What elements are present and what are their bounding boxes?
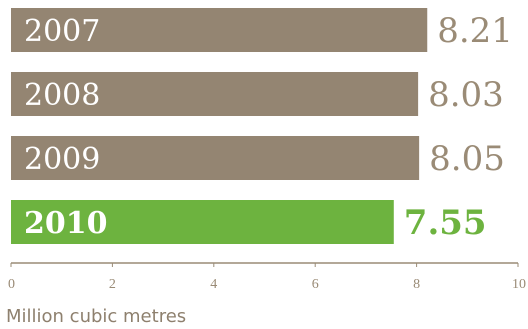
x-tick-label-0: 0 — [8, 277, 15, 292]
bar-2010 — [11, 200, 394, 244]
x-tick-label-10: 10 — [512, 277, 526, 292]
bar-2007 — [11, 8, 428, 52]
value-label-2009: 8.05 — [429, 139, 505, 179]
bar-2008 — [11, 72, 419, 116]
x-tick-label-8: 8 — [413, 277, 420, 292]
value-label-2010: 7.55 — [404, 203, 487, 243]
bar-2009 — [11, 136, 420, 180]
bar-label-2008: 2008 — [24, 78, 100, 113]
value-label-2007: 8.21 — [437, 11, 513, 51]
value-label-2008: 8.03 — [428, 75, 504, 115]
x-tick-label-6: 6 — [312, 277, 319, 292]
x-axis-title: Million cubic metres — [6, 306, 186, 327]
bar-label-2007: 2007 — [24, 14, 100, 49]
x-axis-ticks: 0 2 4 6 8 10 — [8, 263, 526, 292]
bar-label-2009: 2009 — [24, 142, 100, 177]
x-tick-label-2: 2 — [109, 277, 116, 292]
x-tick-label-4: 4 — [210, 277, 217, 292]
bar-label-2010: 2010 — [24, 206, 108, 241]
bars-group: 2007 8.21 2008 8.03 2009 8.05 2010 7.55 — [11, 8, 513, 244]
